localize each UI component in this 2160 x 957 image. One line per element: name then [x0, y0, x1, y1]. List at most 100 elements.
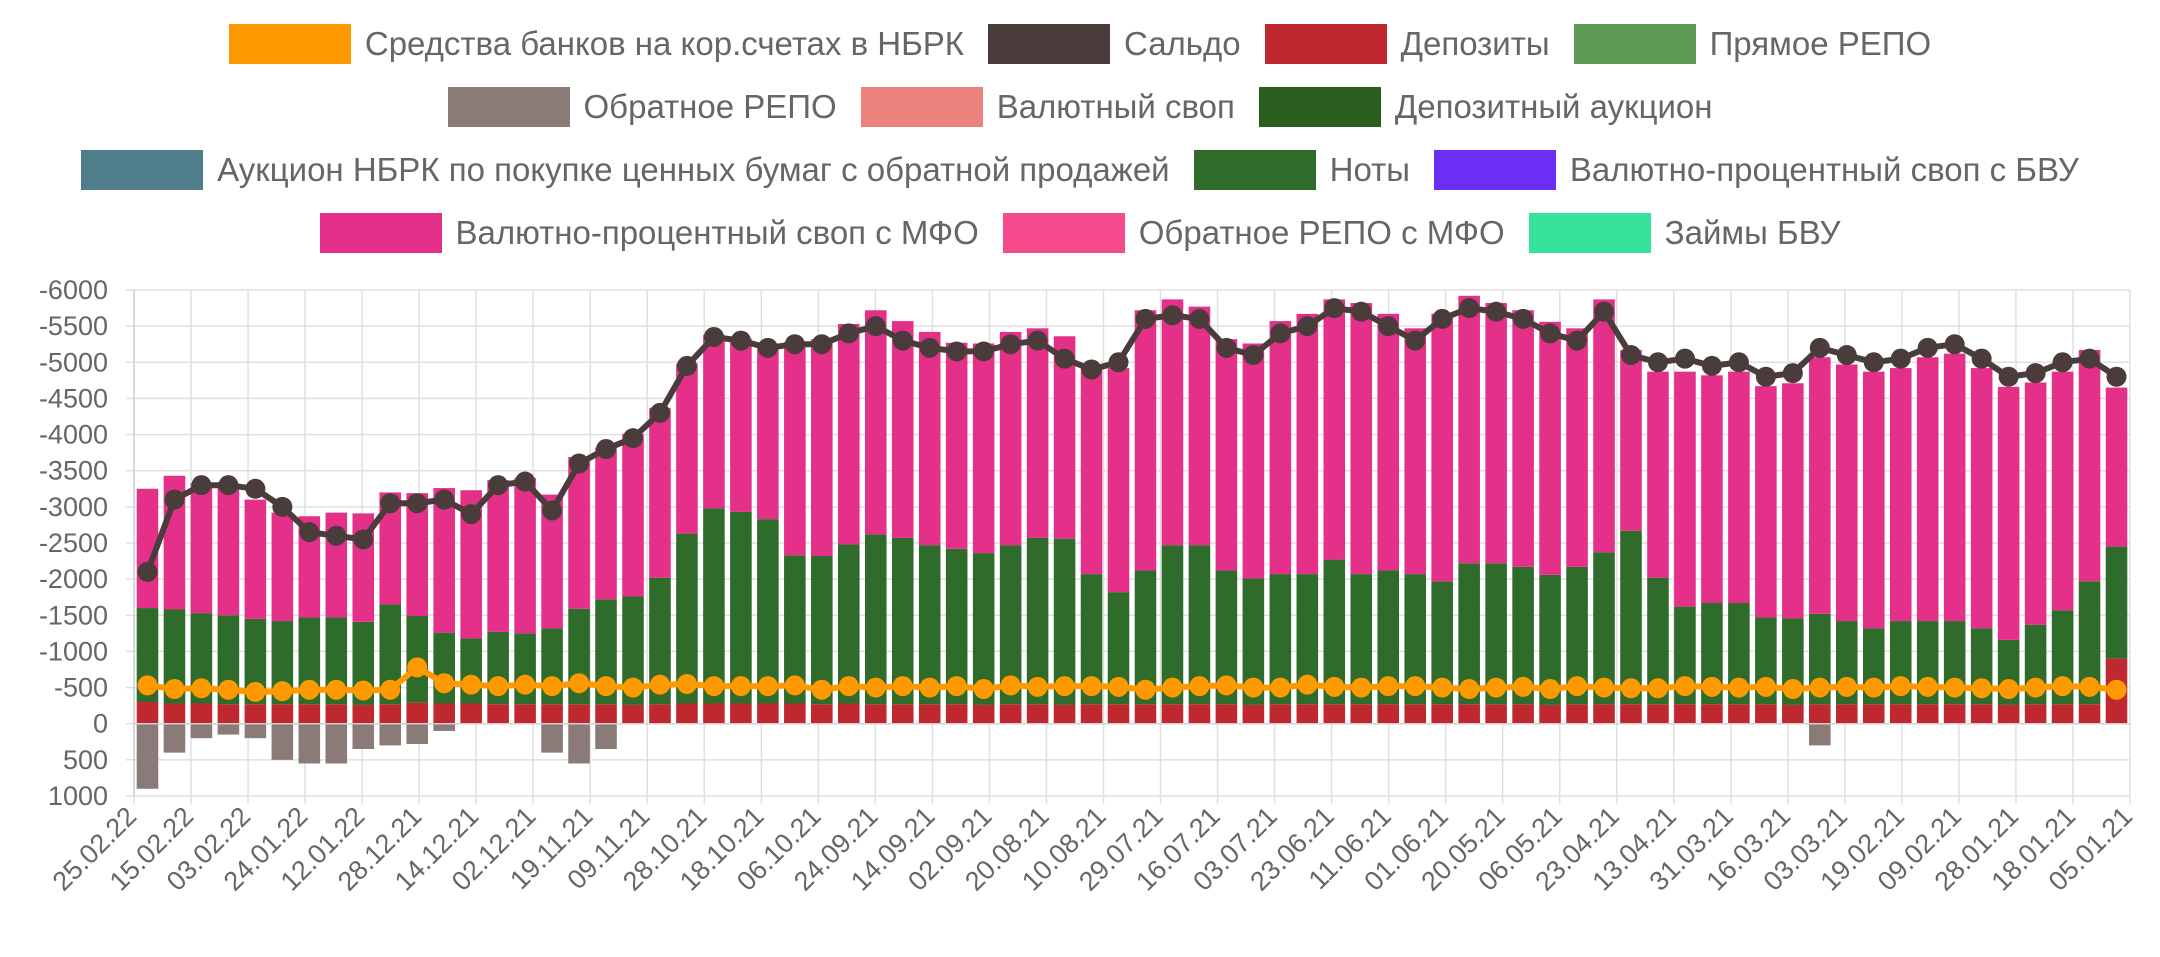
bar-segment	[1970, 704, 1993, 724]
bar-segment	[1755, 704, 1777, 724]
legend-item[interactable]: Ноты	[1193, 150, 1410, 190]
bar-segment	[487, 704, 509, 724]
legend-label: Сальдо	[1124, 25, 1241, 62]
data-point	[1621, 345, 1641, 366]
bar-segment	[945, 548, 968, 705]
bar-segment	[1485, 303, 1507, 564]
bar-segment	[163, 723, 186, 753]
data-point	[623, 677, 643, 698]
bar-segment	[1997, 386, 2020, 640]
bar-segment	[837, 703, 860, 724]
legend-label: Аукцион НБРК по покупке ценных бумаг с о…	[217, 151, 1170, 188]
legend-item[interactable]: Сальдо	[988, 24, 1241, 64]
y-tick-label: -6000	[39, 275, 108, 305]
bar-segment	[1862, 371, 1885, 629]
bar-segment	[622, 433, 644, 597]
legend-item[interactable]: Депозиты	[1264, 24, 1550, 64]
bar-segment	[1539, 574, 1561, 705]
legend-label: Средства банков на кор.счетах в НБРК	[364, 25, 964, 62]
legend-item[interactable]: Валютно-процентный своп с БВУ	[1433, 150, 2079, 190]
legend-item[interactable]: Валютно-процентный своп с МФО	[319, 213, 979, 253]
bar-segment	[1296, 574, 1319, 705]
legend-item[interactable]: Валютный своп	[860, 87, 1235, 127]
bar-segment	[460, 490, 482, 639]
data-point	[137, 675, 158, 696]
bar-segment	[487, 480, 509, 632]
bar-segment	[1916, 357, 1939, 622]
bar-segment	[1134, 570, 1157, 705]
data-point	[1351, 677, 1372, 698]
data-point	[1513, 308, 1534, 329]
data-point	[272, 681, 293, 702]
bar-segment	[1134, 704, 1157, 724]
bar-segment	[163, 703, 186, 724]
data-point	[919, 337, 940, 358]
bar-segment	[2051, 704, 2074, 724]
data-point	[407, 493, 428, 514]
bar-segment	[1026, 537, 1049, 705]
bar-segment	[1458, 563, 1480, 705]
data-point	[191, 475, 212, 496]
bar-segment	[1647, 704, 1669, 724]
legend-item[interactable]: Обратное РЕПО с МФО	[1002, 213, 1505, 253]
bar-segment	[811, 339, 833, 557]
data-point	[1540, 323, 1561, 344]
bar-segment	[649, 577, 671, 705]
data-point	[946, 676, 967, 697]
bar-segment	[649, 704, 671, 724]
y-tick-label: -3500	[39, 456, 108, 486]
bar-segment	[1916, 704, 1939, 724]
data-point	[1405, 330, 1426, 351]
bar-segment	[1862, 704, 1885, 724]
data-point	[1378, 316, 1399, 337]
legend-item[interactable]: Прямое РЕПО	[1573, 24, 1931, 64]
data-point	[1351, 301, 1372, 322]
legend-item[interactable]: Обратное РЕПО	[447, 87, 837, 127]
bar-segment	[784, 703, 806, 724]
legend-item[interactable]: Депозитный аукцион	[1258, 87, 1712, 127]
legend-label: Займы БВУ	[1664, 214, 1841, 251]
data-point	[1540, 679, 1561, 700]
bar-segment	[1755, 386, 1777, 618]
data-point	[380, 493, 401, 514]
legend-item[interactable]: Аукцион НБРК по покупке ценных бумаг с о…	[81, 150, 1170, 190]
data-point	[164, 489, 185, 510]
bar-segment	[1080, 704, 1103, 724]
bar-segment	[1485, 563, 1507, 705]
legend-item[interactable]: Займы БВУ	[1528, 213, 1841, 253]
bar-segment	[433, 703, 455, 724]
data-point	[703, 676, 724, 697]
y-tick-label: 500	[63, 745, 108, 775]
bar-segment	[1404, 328, 1427, 575]
bar-segment	[864, 704, 887, 724]
bar-segment	[999, 704, 1022, 724]
bar-layer	[136, 295, 2128, 789]
legend-swatch	[319, 213, 442, 253]
bar-segment	[379, 604, 402, 705]
bar-segment	[1215, 339, 1238, 571]
bar-segment	[298, 516, 321, 618]
data-point	[1243, 677, 1264, 698]
bar-segment	[1943, 704, 1966, 724]
legend-swatch	[988, 24, 1110, 64]
bar-segment	[918, 331, 941, 546]
bar-segment	[514, 704, 536, 724]
data-point	[1216, 675, 1237, 696]
bar-segment	[1620, 704, 1642, 724]
bar-segment	[1566, 566, 1588, 705]
bar-segment	[1835, 364, 1858, 622]
bar-segment	[1431, 313, 1453, 582]
bar-segment	[730, 338, 752, 512]
data-point	[488, 475, 509, 496]
data-point	[1890, 348, 1911, 369]
bar-segment	[1809, 723, 1831, 746]
legend-item[interactable]: Средства банков на кор.счетах в НБРК	[228, 24, 964, 64]
bar-segment	[1593, 299, 1615, 553]
y-tick-label: -3000	[39, 492, 108, 522]
y-tick-label: -4000	[39, 420, 108, 450]
bar-segment	[1728, 371, 1750, 603]
bar-segment	[1188, 545, 1211, 705]
bar-segment	[1647, 371, 1669, 578]
data-point	[892, 676, 913, 697]
chart-legend: Средства банков на кор.счетах в НБРК Саль…	[0, 22, 2160, 274]
